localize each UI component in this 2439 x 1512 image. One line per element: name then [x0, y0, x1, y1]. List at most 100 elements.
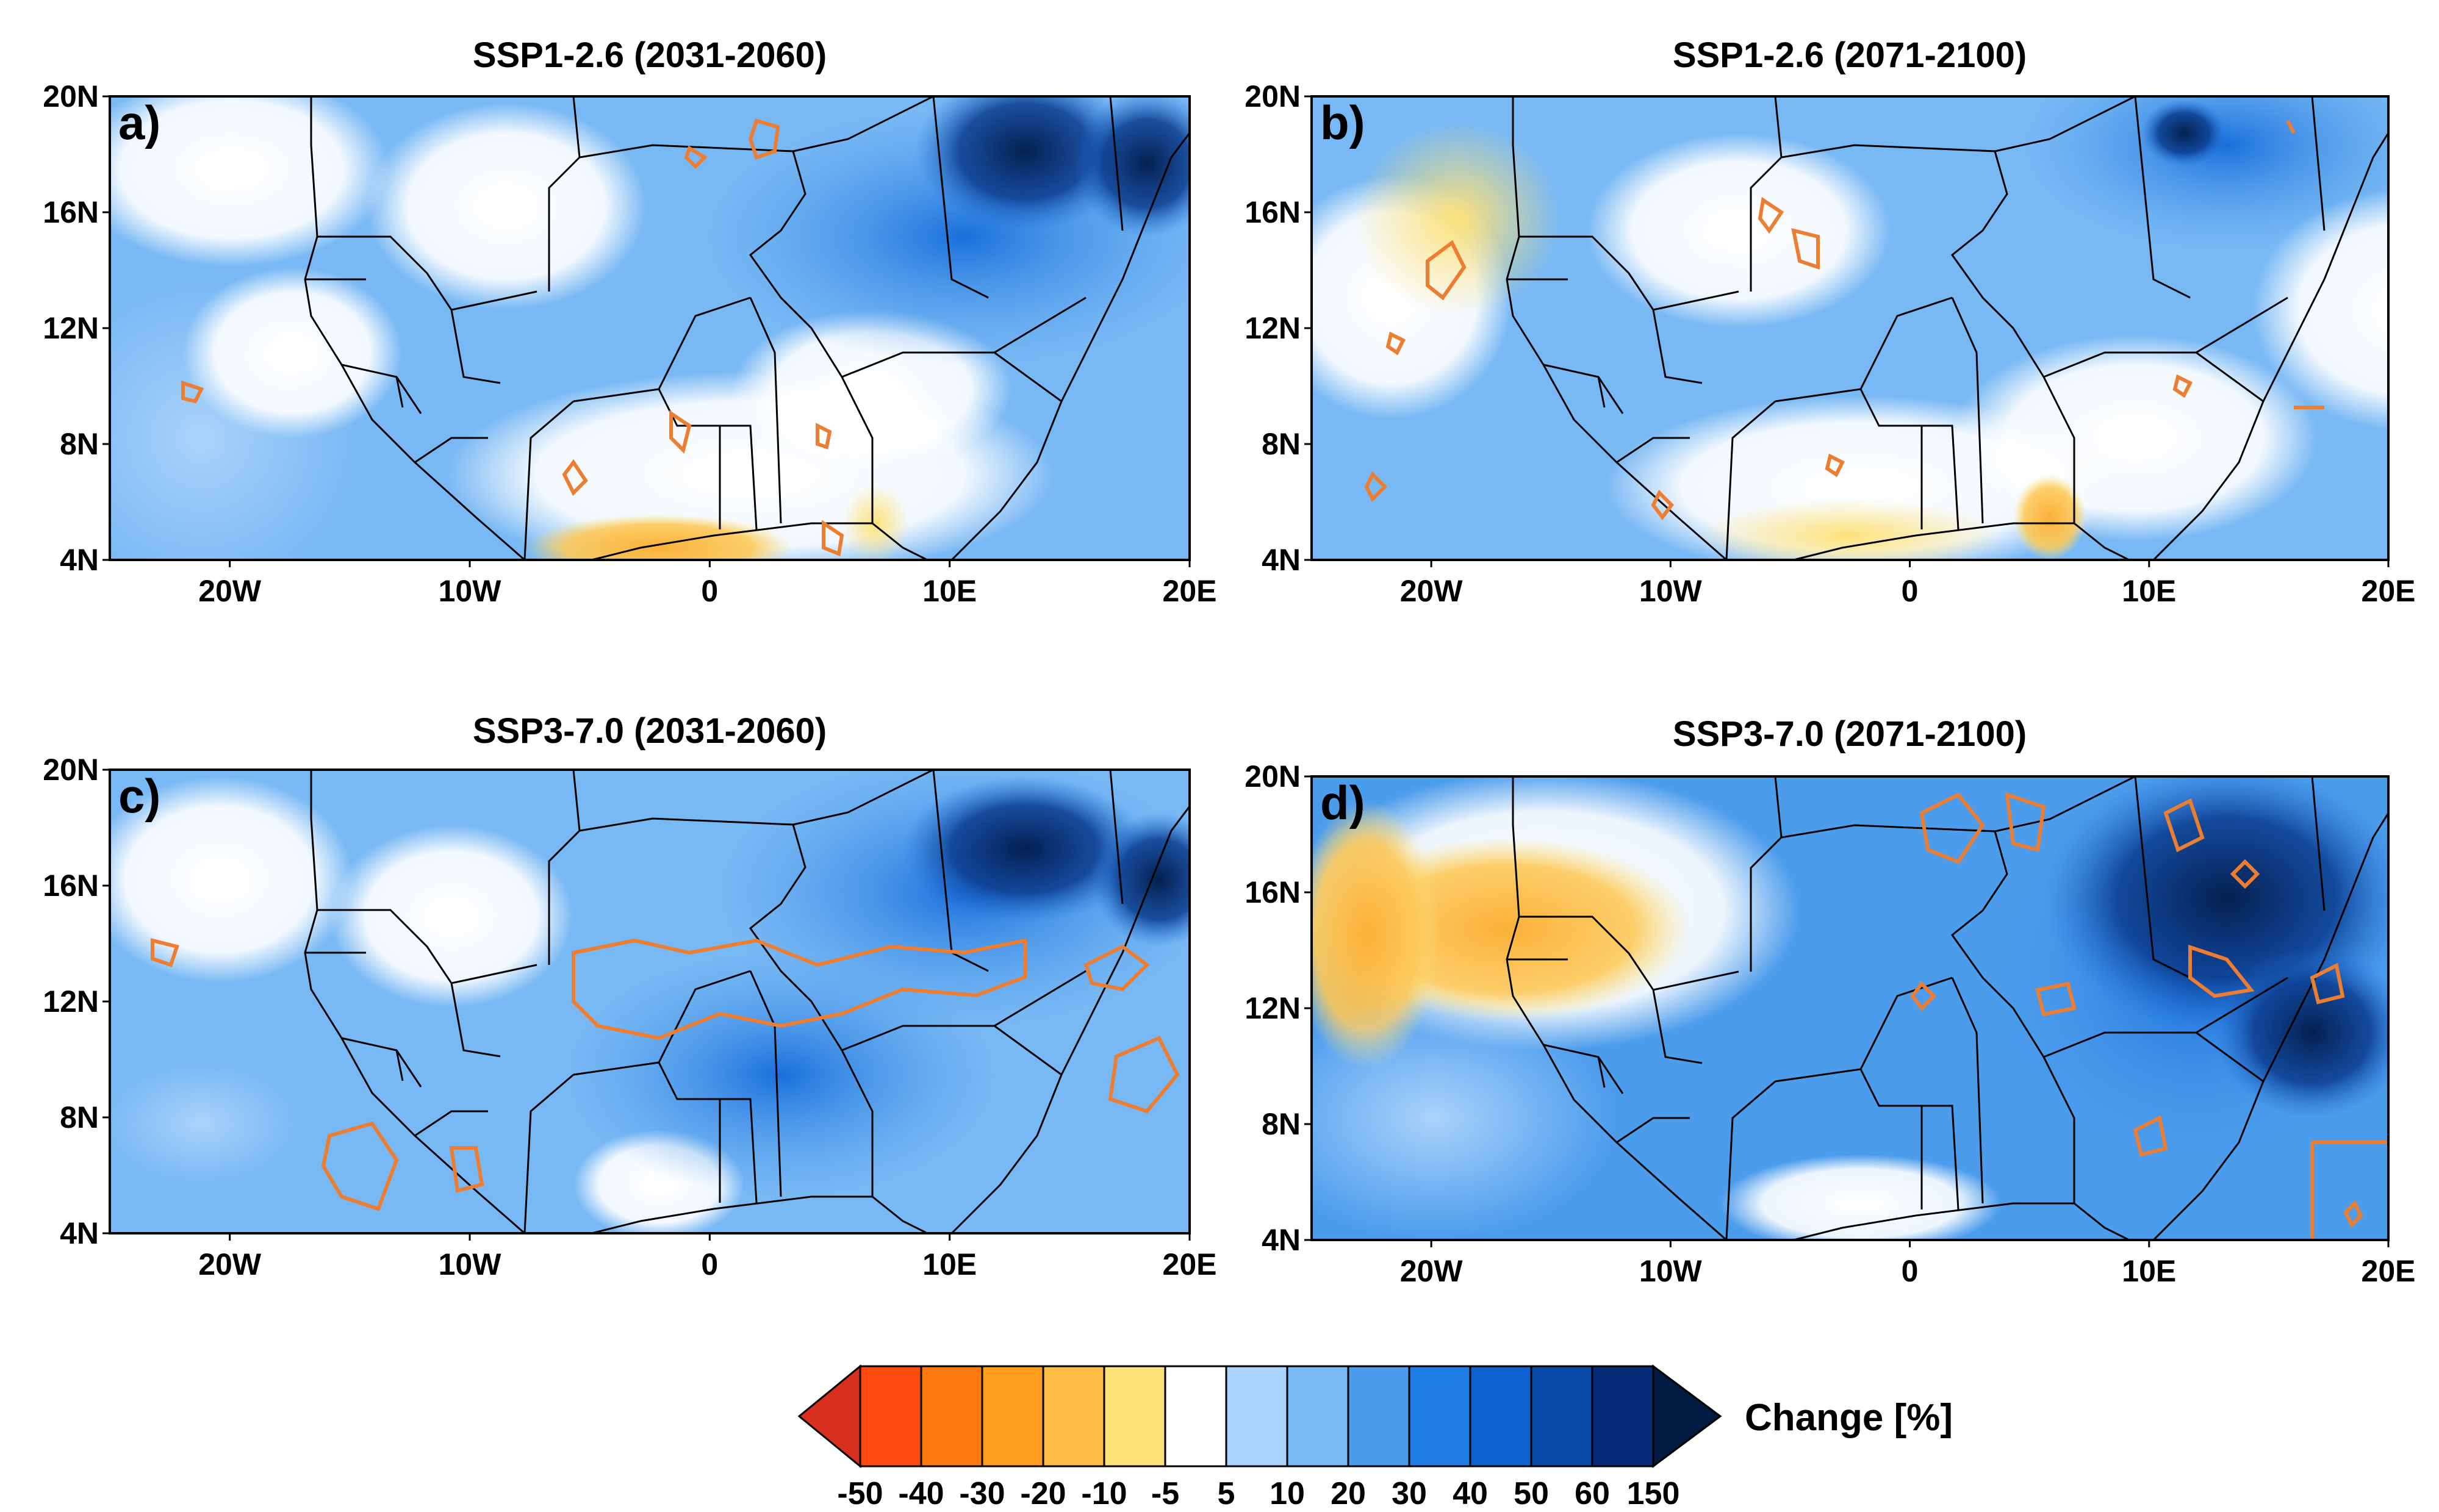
- lat-tick-label: 4N: [1262, 543, 1301, 577]
- panel-a-title: SSP1-2.6 (2031-2060): [473, 35, 827, 75]
- panel-c-label: c): [118, 769, 160, 823]
- lon-tick-label: 20E: [2362, 1254, 2416, 1288]
- colorbar-cell: [1469, 1365, 1532, 1467]
- coastline: [304, 770, 1190, 1233]
- colorbar-cell: [1286, 1365, 1349, 1467]
- panel-d-title: SSP3-7.0 (2071-2100): [1673, 714, 2027, 754]
- panel-a: a): [109, 95, 1191, 561]
- colorbar-tick-label: 50: [1514, 1476, 1549, 1511]
- lon-tick-label: 20W: [1400, 574, 1464, 608]
- significance-contours: [181, 118, 844, 557]
- lon-tick-label: 0: [701, 574, 718, 608]
- lat-tick-label: 4N: [60, 543, 99, 577]
- lon-tick-label: 10W: [1639, 574, 1703, 608]
- lat-tick-label: 8N: [1262, 1107, 1301, 1141]
- lat-tick-label: 12N: [1245, 991, 1301, 1025]
- panel-c-title: SSP3-7.0 (2031-2060): [473, 711, 827, 751]
- lat-tick-label: 8N: [1262, 427, 1301, 461]
- colorbar-tick-label: 40: [1453, 1476, 1488, 1511]
- lon-tick-label: 10E: [2122, 1254, 2176, 1288]
- panel-d-map: [1312, 776, 2388, 1240]
- colorbar-cells: [859, 1365, 1654, 1467]
- borders: [305, 96, 1124, 560]
- panel-b-map: [1312, 96, 2388, 560]
- lat-tick-label: 20N: [43, 79, 99, 113]
- lat-tick-label: 4N: [60, 1216, 99, 1250]
- lat-tick-label: 16N: [43, 195, 99, 229]
- panel-d: d): [1310, 775, 2390, 1241]
- panel-c-map: [110, 770, 1190, 1233]
- colorbar-tick-label: -30: [959, 1476, 1005, 1511]
- lat-tick-label: 16N: [1245, 195, 1301, 229]
- lon-tick-label: 20W: [198, 574, 262, 608]
- colorbar-left-triangle: [797, 1364, 861, 1469]
- lat-tick-label: 16N: [1245, 875, 1301, 909]
- coastline: [1506, 776, 2388, 1240]
- panel-b-label: b): [1320, 96, 1365, 149]
- colorbar-tick-label: 60: [1575, 1476, 1610, 1511]
- colorbar-tick-label: 10: [1270, 1476, 1305, 1511]
- borders: [1507, 776, 2326, 1240]
- colorbar-cell: [1164, 1365, 1227, 1467]
- lat-tick-label: 12N: [1245, 311, 1301, 345]
- lon-tick-label: 10W: [439, 574, 502, 608]
- significance-contours: [1910, 792, 2388, 1240]
- colorbar: -50 -40 -30 -20 -10 -5 5 10 20 30 40 50 60 150 Change…: [797, 1364, 1953, 1511]
- coastline: [304, 96, 1190, 560]
- colorbar-tick-label: 150: [1627, 1476, 1680, 1511]
- coastline: [1506, 96, 2388, 560]
- borders: [1507, 96, 2326, 560]
- colorbar-cell: [1103, 1365, 1166, 1467]
- lon-tick-label: 20E: [2362, 574, 2416, 608]
- colorbar-title: Change [%]: [1745, 1397, 1953, 1439]
- panel-b-title: SSP1-2.6 (2071-2100): [1673, 35, 2027, 75]
- lat-tick-label: 8N: [60, 427, 99, 461]
- colorbar-cell: [1225, 1365, 1288, 1467]
- colorbar-tick-label: -20: [1020, 1476, 1066, 1511]
- colorbar-tick-label: -5: [1151, 1476, 1179, 1511]
- lon-tick-label: 10E: [2122, 574, 2176, 608]
- lon-tick-label: 10E: [922, 1247, 977, 1281]
- lon-tick-label: 0: [701, 1247, 718, 1281]
- panel-a-map: [110, 96, 1190, 560]
- axis-ticks: 20N 16N 12N 8N 4N 20W 10W 0 10E 20E 20N 16N 12N 8N 4N 2…: [43, 79, 2415, 1288]
- lat-tick-label: 20N: [1245, 79, 1301, 113]
- significance-contours: [151, 938, 1180, 1211]
- lat-tick-label: 16N: [43, 869, 99, 903]
- colorbar-cell: [859, 1365, 922, 1467]
- significance-contours: [1364, 120, 2324, 520]
- colorbar-cell: [981, 1365, 1044, 1467]
- lat-tick-label: 20N: [43, 753, 99, 787]
- lon-tick-label: 20W: [1400, 1254, 1464, 1288]
- colorbar-cell: [1347, 1365, 1410, 1467]
- panel-d-label: d): [1320, 776, 1365, 829]
- colorbar-tick-label: -40: [898, 1476, 944, 1511]
- colorbar-tick-label: 20: [1331, 1476, 1366, 1511]
- lon-tick-label: 20E: [1163, 1247, 1217, 1281]
- lat-tick-label: 20N: [1245, 759, 1301, 794]
- colorbar-labels: -50 -40 -30 -20 -10 -5 5 10 20 30 40 50 60 150: [837, 1476, 1679, 1511]
- panel-a-label: a): [118, 96, 160, 149]
- lon-tick-label: 10E: [922, 574, 977, 608]
- colorbar-right-triangle: [1652, 1364, 1722, 1468]
- lon-tick-label: 20E: [1163, 574, 1217, 608]
- lon-tick-label: 10W: [1639, 1254, 1703, 1288]
- lon-tick-label: 0: [1902, 1254, 1919, 1288]
- colorbar-cell: [920, 1365, 983, 1467]
- colorbar-tick-label: 5: [1218, 1476, 1235, 1511]
- colorbar-tick-label: -50: [837, 1476, 883, 1511]
- colorbar-tick-label: 30: [1392, 1476, 1427, 1511]
- lat-tick-label: 8N: [60, 1100, 99, 1134]
- lat-tick-label: 4N: [1262, 1223, 1301, 1257]
- colorbar-cell: [1042, 1365, 1105, 1467]
- lon-tick-label: 20W: [198, 1247, 262, 1281]
- lat-tick-label: 12N: [43, 311, 99, 345]
- lon-tick-label: 10W: [439, 1247, 502, 1281]
- colorbar-cell: [1530, 1365, 1593, 1467]
- panel-b: b): [1310, 95, 2390, 561]
- lat-tick-label: 12N: [43, 984, 99, 1019]
- panel-c: c): [109, 769, 1191, 1234]
- lon-tick-label: 0: [1902, 574, 1919, 608]
- colorbar-cell: [1408, 1365, 1471, 1467]
